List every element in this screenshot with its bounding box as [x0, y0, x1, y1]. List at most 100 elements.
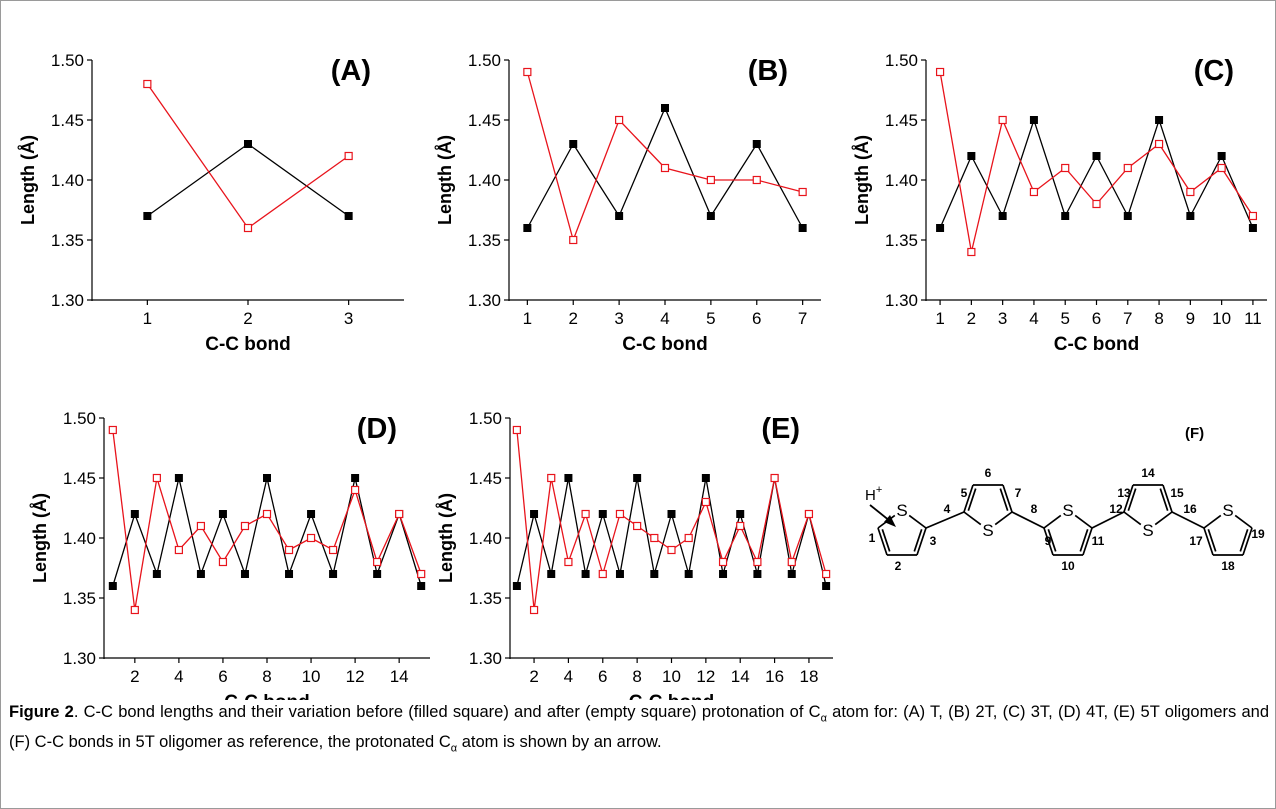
point-before: [615, 570, 624, 578]
proton-arrowhead: [884, 515, 896, 527]
y-tick-label: 1.50: [469, 409, 502, 428]
point-before: [684, 570, 693, 578]
point-before: [1155, 116, 1164, 124]
y-tick-label: 1.30: [63, 649, 96, 668]
bond-number-18: 18: [1221, 559, 1235, 573]
point-before: [1186, 212, 1195, 220]
y-tick-label: 1.35: [63, 589, 96, 608]
point-after: [529, 605, 539, 615]
point-before: [512, 582, 521, 590]
point-before: [108, 582, 117, 590]
point-after: [753, 557, 762, 567]
y-tick-label: 1.40: [51, 171, 84, 190]
point-before: [244, 140, 252, 148]
x-tick-label: 5: [706, 309, 715, 328]
y-tick-label: 1.45: [469, 469, 502, 488]
x-tick-label: 2: [130, 667, 139, 686]
point-after: [1123, 163, 1132, 173]
x-tick-label: 5: [1060, 309, 1069, 328]
x-axis-label: C-C bond: [1054, 334, 1139, 355]
point-before: [752, 140, 761, 148]
inter-ring-bond-4: [1171, 511, 1205, 529]
chart-panel-c: 1.30 1.35 1.40 1.45 1.50 1 2 3 4 5 6 7 8 9 10 11 C-C bon…: [852, 51, 1267, 355]
x-tick-label: 6: [218, 667, 227, 686]
point-after: [633, 521, 642, 531]
series-line-after: [146, 83, 349, 229]
point-after: [395, 509, 404, 519]
y-tick-label: 1.35: [51, 231, 84, 250]
ring-4-bond-s-a: [1154, 511, 1173, 526]
point-after: [736, 521, 745, 531]
point-after: [328, 545, 338, 555]
y-tick-label: 1.50: [63, 409, 96, 428]
point-after: [523, 67, 532, 77]
point-before: [967, 152, 976, 160]
bond-number-2: 2: [895, 559, 902, 573]
series-line-before: [112, 477, 422, 587]
bond-number-8: 8: [1031, 502, 1038, 516]
point-before: [351, 474, 360, 482]
chart-panel-a: 1.30 1.35 1.40 1.45 1.50 1 2 3 C-C bond Length (Å…: [18, 51, 404, 355]
point-after: [804, 509, 814, 519]
x-tick-label: 12: [696, 667, 715, 686]
point-before: [598, 510, 607, 518]
inter-ring-bond-3: [1091, 511, 1125, 529]
point-after: [351, 485, 360, 495]
point-after: [218, 557, 228, 567]
ring-3-bond-s-d: [1043, 514, 1062, 529]
point-before: [1092, 152, 1101, 160]
x-tick-label: 2: [243, 309, 252, 328]
ring-2-bond-a-b: [1002, 484, 1013, 513]
point-before: [1061, 212, 1070, 220]
ring-5-sulfur: S: [1222, 501, 1233, 520]
point-after: [822, 569, 831, 579]
ring-3-double-bond: [1047, 529, 1057, 552]
point-before: [753, 570, 762, 578]
ring-4-double-bond: [1127, 488, 1137, 511]
point-before: [736, 510, 745, 518]
bond-number-19: 19: [1251, 527, 1265, 541]
x-tick-label: 3: [998, 309, 1007, 328]
x-tick-label: 2: [967, 309, 976, 328]
ring-2-bond-c-d: [963, 484, 974, 513]
point-before: [263, 474, 271, 482]
panel-title-c: (C): [1194, 55, 1234, 87]
bond-number-17: 17: [1189, 534, 1203, 548]
point-after: [998, 115, 1007, 125]
bond-number-11: 11: [1092, 534, 1105, 548]
panel-title-d: (D): [357, 413, 397, 445]
x-tick-label: 1: [143, 309, 152, 328]
y-tick-label: 1.30: [51, 291, 84, 310]
point-after: [240, 521, 250, 531]
point-after: [547, 473, 556, 483]
point-after: [1029, 187, 1039, 197]
y-tick-label: 1.40: [468, 171, 501, 190]
ring-1-bond-s-d: [877, 514, 896, 529]
point-after: [798, 187, 807, 197]
ring-4-bond-s-d: [1123, 511, 1142, 526]
point-before: [285, 570, 294, 578]
point-after: [752, 175, 761, 185]
ring-5-bond-s-d: [1203, 514, 1222, 529]
point-after: [262, 509, 272, 519]
bond-number-3: 3: [930, 534, 937, 548]
x-tick-label: 10: [1212, 309, 1231, 328]
y-axis-label: Length (Å): [18, 135, 38, 225]
point-before: [569, 140, 578, 148]
series-line-before: [516, 477, 827, 587]
x-tick-label: 16: [765, 667, 784, 686]
point-after: [770, 473, 779, 483]
y-tick-label: 1.45: [885, 111, 918, 130]
x-tick-label: 10: [662, 667, 681, 686]
point-before: [143, 212, 152, 220]
y-tick-label: 1.50: [51, 51, 84, 70]
point-before: [344, 212, 353, 220]
point-after: [108, 425, 117, 435]
point-before: [417, 582, 426, 590]
point-after: [967, 247, 976, 257]
proton-label: H+: [865, 484, 882, 504]
series-line-before: [939, 117, 1254, 229]
inter-ring-bond-1: [925, 511, 965, 529]
x-tick-label: 8: [1154, 309, 1163, 328]
